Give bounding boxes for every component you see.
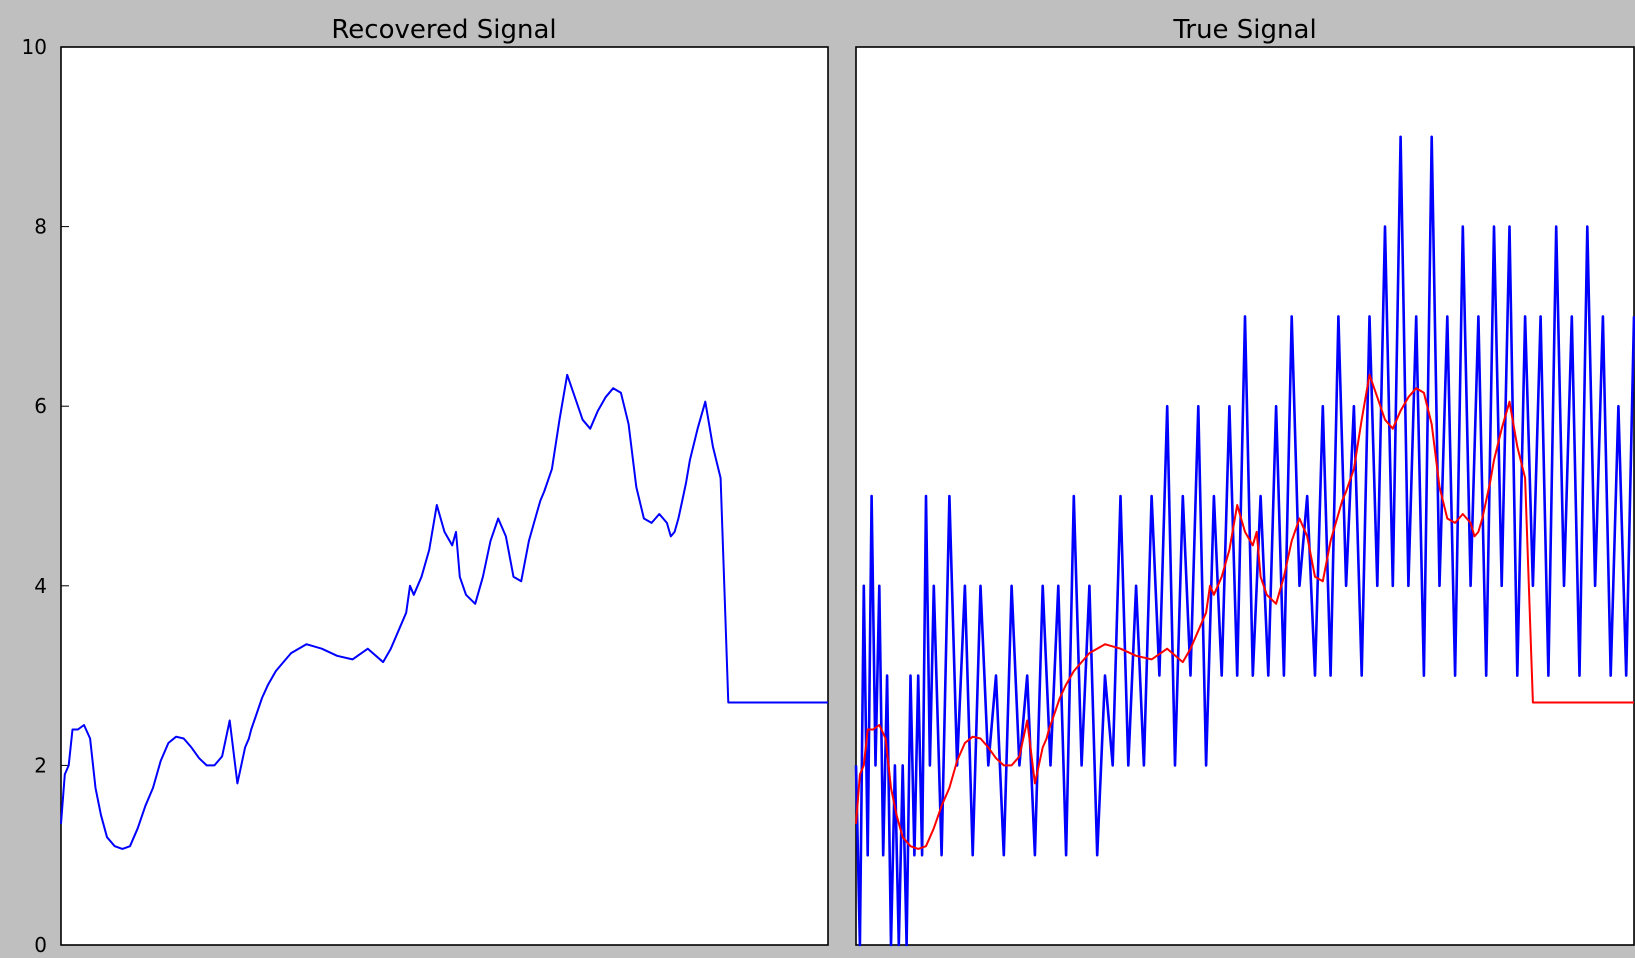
series-line-1-0 [854,135,1635,947]
y-tick-label-4: 8 [34,215,47,239]
y-tick-label-1: 2 [34,753,47,777]
left-y-axis: 0 2 4 6 8 10 [22,35,69,957]
right-chart-title: True Signal [1172,15,1316,45]
y-tick-label-2: 4 [34,574,47,598]
left-chart: Recovered Signal 0 2 4 6 8 10 [22,15,829,957]
left-series-layer [60,373,828,850]
right-chart: True Signal [854,15,1635,947]
left-chart-title: Recovered Signal [331,15,556,45]
series-line-0-0 [60,373,828,850]
y-tick-label-5: 10 [22,35,47,59]
y-tick-label-3: 6 [34,394,47,418]
left-plot-area [60,46,829,946]
y-tick-label-0: 0 [34,933,47,957]
series-line-1-1 [855,373,1634,850]
right-series-layer [854,135,1635,947]
